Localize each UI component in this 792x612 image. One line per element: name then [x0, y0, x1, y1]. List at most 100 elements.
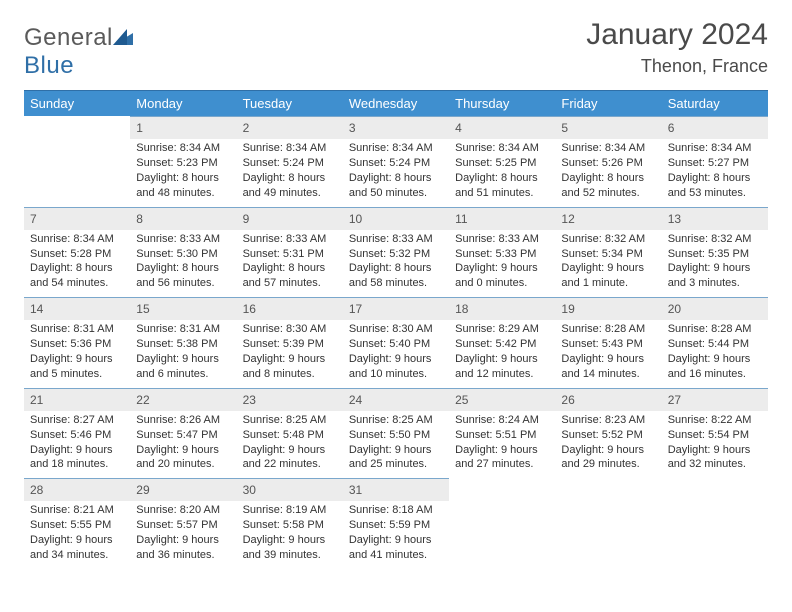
calendar-page: General Blue January 2024 Thenon, France…: [0, 0, 792, 612]
day-number: 7: [24, 207, 130, 230]
day-body: Sunrise: 8:34 AMSunset: 5:26 PMDaylight:…: [555, 139, 661, 206]
sunset-line: Sunset: 5:43 PM: [561, 337, 655, 352]
day-number: 24: [343, 388, 449, 411]
sunrise-line: Sunrise: 8:34 AM: [561, 141, 655, 156]
sunrise-line: Sunrise: 8:25 AM: [243, 413, 337, 428]
daylight-line: Daylight: 9 hours: [455, 443, 549, 458]
daylight-line: Daylight: 9 hours: [668, 443, 762, 458]
day-number: 17: [343, 297, 449, 320]
sunrise-line: Sunrise: 8:34 AM: [349, 141, 443, 156]
week-row: 21 Sunrise: 8:27 AMSunset: 5:46 PM Dayligh…: [24, 388, 768, 479]
daylight-line: and 18 minutes.: [30, 457, 124, 472]
day-number: 8: [130, 207, 236, 230]
day-number: 14: [24, 297, 130, 320]
day-body: Sunrise: 8:34 AMSunset: 5:25 PMDaylight:…: [449, 139, 555, 206]
sunset-line: Sunset: 5:54 PM: [668, 428, 762, 443]
sunrise-line: Sunrise: 8:34 AM: [136, 141, 230, 156]
day-number: 21: [24, 388, 130, 411]
day-body: Sunrise: 8:34 AMSunset: 5:23 PMDaylight:…: [130, 139, 236, 206]
day-number: 26: [555, 388, 661, 411]
sunset-line: Sunset: 5:42 PM: [455, 337, 549, 352]
daylight-line: Daylight: 9 hours: [136, 352, 230, 367]
daylight-line: and 14 minutes.: [561, 367, 655, 382]
daylight-line: Daylight: 9 hours: [349, 443, 443, 458]
sunrise-line: Sunrise: 8:34 AM: [30, 232, 124, 247]
daylight-line: and 34 minutes.: [30, 548, 124, 563]
daylight-line: Daylight: 9 hours: [243, 352, 337, 367]
day-cell: 9Sunrise: 8:33 AMSunset: 5:31 PMDaylight…: [237, 207, 343, 298]
day-body: Sunrise: 8:22 AMSunset: 5:54 PMDaylight:…: [662, 411, 768, 478]
weekday-header: Tuesday: [237, 91, 343, 117]
day-cell: 17Sunrise: 8:30 AMSunset: 5:40 PMDayligh…: [343, 297, 449, 388]
sunset-line: Sunset: 5:46 PM: [30, 428, 124, 443]
sunrise-line: Sunrise: 8:32 AM: [561, 232, 655, 247]
sunrise-line: Sunrise: 8:19 AM: [243, 503, 337, 518]
sunrise-line: Sunrise: 8:25 AM: [349, 413, 443, 428]
sunset-line: Sunset: 5:57 PM: [136, 518, 230, 533]
weekday-header: Saturday: [662, 91, 768, 117]
daylight-line: and 12 minutes.: [455, 367, 549, 382]
daylight-line: Daylight: 8 hours: [561, 171, 655, 186]
day-body: Sunrise: 8:28 AMSunset: 5:44 PMDaylight:…: [662, 320, 768, 387]
day-number: 4: [449, 116, 555, 139]
day-body: Sunrise: 8:23 AMSunset: 5:52 PMDaylight:…: [555, 411, 661, 478]
daylight-line: Daylight: 9 hours: [30, 533, 124, 548]
day-body: Sunrise: 8:30 AMSunset: 5:40 PMDaylight:…: [343, 320, 449, 387]
day-cell: 14Sunrise: 8:31 AMSunset: 5:36 PMDayligh…: [24, 297, 130, 388]
sunset-line: Sunset: 5:26 PM: [561, 156, 655, 171]
daylight-line: and 25 minutes.: [349, 457, 443, 472]
day-body: Sunrise: 8:32 AMSunset: 5:34 PMDaylight:…: [555, 230, 661, 297]
day-body: Sunrise: 8:31 AMSunset: 5:38 PMDaylight:…: [130, 320, 236, 387]
sunset-line: Sunset: 5:59 PM: [349, 518, 443, 533]
day-cell: 16Sunrise: 8:30 AMSunset: 5:39 PMDayligh…: [237, 297, 343, 388]
sunset-line: Sunset: 5:51 PM: [455, 428, 549, 443]
daylight-line: Daylight: 8 hours: [136, 171, 230, 186]
day-cell: 2Sunrise: 8:34 AMSunset: 5:24 PMDaylight…: [237, 116, 343, 207]
day-number: 11: [449, 207, 555, 230]
daylight-line: Daylight: 9 hours: [668, 261, 762, 276]
sunset-line: Sunset: 5:28 PM: [30, 247, 124, 262]
sunrise-line: Sunrise: 8:34 AM: [455, 141, 549, 156]
daylight-line: and 16 minutes.: [668, 367, 762, 382]
day-cell: 10Sunrise: 8:33 AMSunset: 5:32 PMDayligh…: [343, 207, 449, 298]
day-number: 20: [662, 297, 768, 320]
weekday-header: Sunday: [24, 91, 130, 117]
sunrise-line: Sunrise: 8:26 AM: [136, 413, 230, 428]
sunset-line: Sunset: 5:52 PM: [561, 428, 655, 443]
daylight-line: and 51 minutes.: [455, 186, 549, 201]
daylight-line: Daylight: 9 hours: [349, 352, 443, 367]
sunset-line: Sunset: 5:38 PM: [136, 337, 230, 352]
sunset-line: Sunset: 5:30 PM: [136, 247, 230, 262]
day-cell: 18Sunrise: 8:29 AMSunset: 5:42 PMDayligh…: [449, 297, 555, 388]
sunrise-line: Sunrise: 8:28 AM: [561, 322, 655, 337]
daylight-line: and 5 minutes.: [30, 367, 124, 382]
day-cell: 22Sunrise: 8:26 AMSunset: 5:47 PMDayligh…: [130, 388, 236, 479]
sunset-line: Sunset: 5:48 PM: [243, 428, 337, 443]
daylight-line: Daylight: 9 hours: [455, 352, 549, 367]
week-row: 28Sunrise: 8:21 AMSunset: 5:55 PMDayligh…: [24, 478, 768, 569]
day-number: 23: [237, 388, 343, 411]
day-cell: 30Sunrise: 8:19 AMSunset: 5:58 PMDayligh…: [237, 478, 343, 569]
day-number: 9: [237, 207, 343, 230]
day-cell: ·: [555, 478, 661, 569]
sunset-line: Sunset: 5:27 PM: [668, 156, 762, 171]
weekday-header: Monday: [130, 91, 236, 117]
daylight-line: Daylight: 9 hours: [243, 533, 337, 548]
weekday-header: Friday: [555, 91, 661, 117]
daylight-line: Daylight: 8 hours: [668, 171, 762, 186]
sunrise-line: Sunrise: 8:27 AM: [30, 413, 124, 428]
daylight-line: and 57 minutes.: [243, 276, 337, 291]
sunrise-line: Sunrise: 8:28 AM: [668, 322, 762, 337]
day-body: Sunrise: 8:28 AMSunset: 5:43 PMDaylight:…: [555, 320, 661, 387]
sunset-line: Sunset: 5:44 PM: [668, 337, 762, 352]
sunrise-line: Sunrise: 8:20 AM: [136, 503, 230, 518]
day-number: 18: [449, 297, 555, 320]
day-cell: ·: [24, 116, 130, 207]
day-cell: 21Sunrise: 8:27 AMSunset: 5:46 PMDayligh…: [24, 388, 130, 479]
day-body: Sunrise: 8:32 AMSunset: 5:35 PMDaylight:…: [662, 230, 768, 297]
day-body: Sunrise: 8:33 AMSunset: 5:30 PMDaylight:…: [130, 230, 236, 297]
day-cell: 3Sunrise: 8:34 AMSunset: 5:24 PMDaylight…: [343, 116, 449, 207]
day-number: 28: [24, 478, 130, 501]
day-number: 29: [130, 478, 236, 501]
day-number: 27: [662, 388, 768, 411]
